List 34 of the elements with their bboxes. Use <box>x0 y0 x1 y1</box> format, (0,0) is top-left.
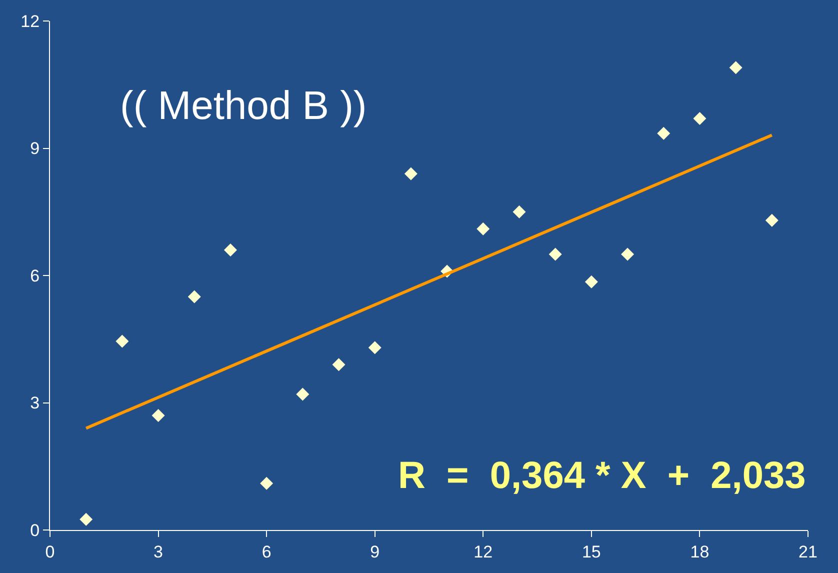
y-tick-label: 6 <box>30 266 40 286</box>
x-tick-label: 0 <box>45 542 55 562</box>
point <box>260 476 274 490</box>
point <box>404 167 418 180</box>
point <box>621 248 634 261</box>
point <box>188 290 201 304</box>
point <box>765 214 778 227</box>
point <box>224 244 237 257</box>
x-tick-label: 9 <box>370 542 380 562</box>
x-tick-label: 3 <box>154 542 164 562</box>
x-tick-label: 18 <box>690 542 710 562</box>
x-tick-label: 21 <box>798 542 818 562</box>
y-tick-label: 3 <box>30 394 40 413</box>
point <box>368 341 382 354</box>
point <box>657 126 670 140</box>
x-tick-label: 12 <box>474 542 493 562</box>
x-tick-label: 15 <box>582 542 601 562</box>
y-tick-label: 9 <box>30 139 40 158</box>
point <box>548 248 562 261</box>
point <box>584 275 598 288</box>
point <box>476 222 490 236</box>
point <box>332 358 346 372</box>
point <box>80 512 93 526</box>
annotation: (( Method B )) <box>120 84 367 128</box>
point <box>296 388 310 401</box>
point <box>116 334 129 348</box>
point <box>152 408 165 422</box>
y-tick-label: 0 <box>30 520 40 540</box>
point <box>729 61 742 74</box>
point <box>512 205 526 218</box>
y-tick-label: 12 <box>20 12 40 31</box>
annotation: R = 0,364 * X + 2,033 <box>398 455 806 497</box>
x-tick-label: 6 <box>262 542 272 562</box>
point <box>693 112 706 126</box>
